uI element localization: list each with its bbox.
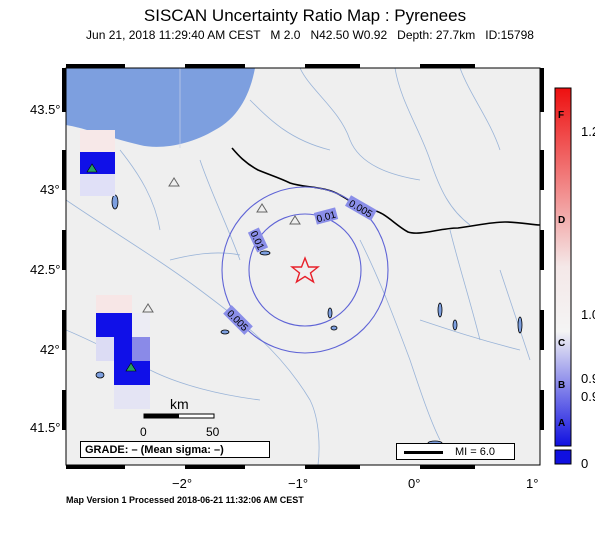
colorbar-tick: 0 — [581, 456, 589, 471]
event-depth: Depth: 27.7km — [397, 28, 476, 42]
event-id: ID:15798 — [485, 28, 534, 42]
station-icon — [125, 362, 137, 372]
epicenter-star-icon[interactable] — [290, 256, 320, 284]
lat-label: 43° — [40, 182, 60, 197]
colorbar — [554, 87, 572, 465]
reservoirs — [95, 194, 523, 446]
lon-label: 1° — [526, 476, 539, 491]
lat-label: 42.5° — [30, 262, 61, 277]
scale-tick: 50 — [206, 425, 220, 439]
station-icon — [142, 303, 154, 313]
lat-label: 43.5° — [30, 102, 61, 117]
event-magnitude: M 2.0 — [270, 28, 301, 42]
processed-footer: Map Version 1 Processed 2018-06-21 11:32… — [66, 495, 304, 505]
map-title: SISCAN Uncertainty Ratio Map : Pyrenees — [143, 6, 467, 25]
sea — [66, 68, 255, 147]
scale-bar — [143, 413, 215, 419]
station-icon — [256, 203, 268, 213]
event-datetime: Jun 21, 2018 11:29:40 AM CEST — [86, 28, 261, 42]
event-info: Jun 21, 2018 11:29:40 AM CEST M 2.0 N42.… — [0, 28, 595, 42]
colorbar-letter: C — [558, 338, 566, 349]
colorbar-tick: 1.2 — [581, 124, 595, 139]
seismic-stations — [86, 163, 301, 372]
scale-tick: 0 — [140, 425, 147, 439]
uncertainty-contours — [221, 186, 389, 354]
lat-label: 41.5° — [30, 420, 61, 435]
mi-bar — [404, 451, 443, 454]
map-area — [66, 68, 540, 465]
colorbar-letter: A — [558, 418, 566, 429]
colorbar-letter: D — [558, 215, 566, 226]
lon-label: −2° — [172, 476, 193, 491]
contour-label: 0.01 — [316, 210, 338, 226]
grade-box: GRADE: – (Mean sigma: –) — [80, 441, 270, 458]
colorbar-letter: F — [558, 110, 565, 121]
colorbar-letter: B — [558, 380, 566, 391]
lat-label: 42° — [40, 342, 60, 357]
event-location: N42.50 W0.92 — [310, 28, 388, 42]
colorbar-tick: 1.0 — [581, 307, 595, 322]
mi-legend: MI = 6.0 — [396, 443, 515, 460]
scale-unit: km — [170, 396, 189, 412]
uncertainty-grid — [80, 130, 150, 409]
station-icon — [86, 163, 98, 173]
lon-label: 0° — [408, 476, 421, 491]
map-frame — [62, 64, 544, 469]
colorbar-tick: 0.9 — [581, 389, 595, 404]
mi-label: MI = 6.0 — [455, 446, 496, 458]
station-icon — [289, 215, 301, 225]
station-icon — [168, 177, 180, 187]
lon-label: −1° — [288, 476, 309, 491]
colorbar-tick: 0.9 — [581, 371, 595, 386]
